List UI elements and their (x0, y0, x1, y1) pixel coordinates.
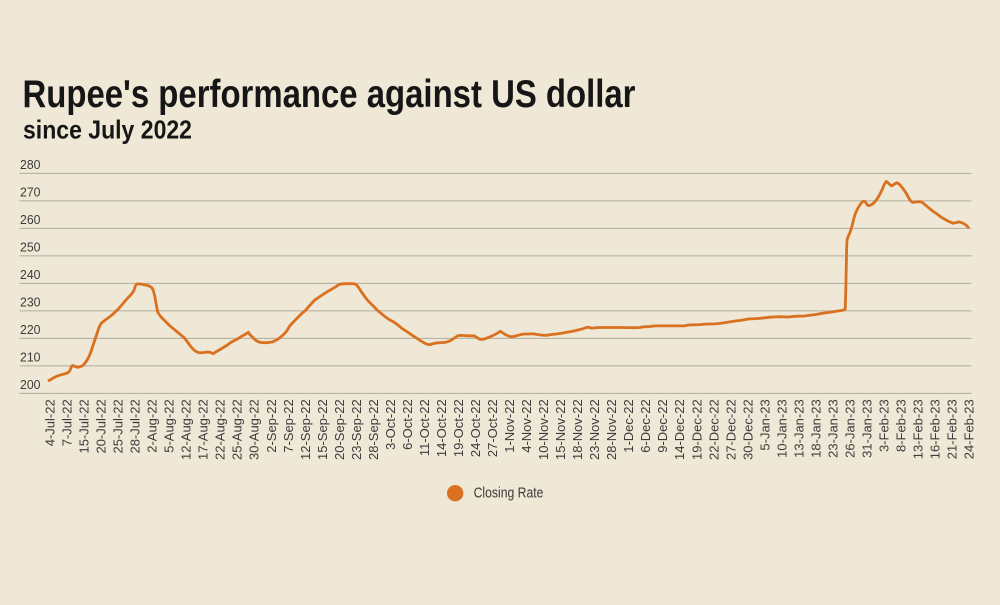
svg-text:1-Nov-22: 1-Nov-22 (502, 399, 517, 452)
svg-text:Closing Rate: Closing Rate (474, 485, 544, 502)
svg-text:5-Aug-22: 5-Aug-22 (162, 399, 177, 452)
svg-text:260: 260 (20, 212, 41, 227)
svg-text:30-Dec-22: 30-Dec-22 (740, 399, 755, 460)
svg-text:18-Nov-22: 18-Nov-22 (570, 399, 585, 460)
svg-text:20-Jul-22: 20-Jul-22 (94, 399, 109, 453)
svg-text:31-Jan-23: 31-Jan-23 (860, 399, 875, 458)
svg-text:11-Oct-22: 11-Oct-22 (417, 399, 432, 456)
svg-text:7-Jul-22: 7-Jul-22 (60, 399, 75, 446)
svg-text:23-Sep-22: 23-Sep-22 (349, 399, 364, 460)
svg-text:12-Aug-22: 12-Aug-22 (179, 399, 194, 460)
svg-text:230: 230 (20, 295, 41, 310)
svg-text:6-Oct-22: 6-Oct-22 (400, 399, 415, 450)
svg-text:27-Oct-22: 27-Oct-22 (485, 399, 500, 457)
svg-text:18-Jan-23: 18-Jan-23 (808, 399, 823, 458)
svg-text:220: 220 (20, 322, 41, 337)
svg-text:30-Aug-22: 30-Aug-22 (247, 399, 262, 460)
svg-text:17-Aug-22: 17-Aug-22 (196, 399, 211, 460)
svg-text:240: 240 (20, 267, 41, 282)
svg-text:28-Sep-22: 28-Sep-22 (366, 399, 381, 460)
svg-text:12-Sep-22: 12-Sep-22 (298, 399, 313, 460)
svg-text:26-Jan-23: 26-Jan-23 (842, 399, 857, 458)
svg-text:25-Aug-22: 25-Aug-22 (230, 399, 245, 460)
svg-text:210: 210 (20, 350, 41, 365)
svg-text:15-Nov-22: 15-Nov-22 (553, 399, 568, 460)
svg-text:15-Jul-22: 15-Jul-22 (77, 399, 92, 453)
svg-text:19-Oct-22: 19-Oct-22 (451, 399, 466, 457)
svg-text:3-Oct-22: 3-Oct-22 (383, 399, 398, 450)
svg-text:28-Jul-22: 28-Jul-22 (128, 399, 143, 453)
svg-text:16-Feb-23: 16-Feb-23 (928, 399, 943, 459)
svg-text:3-Feb-23: 3-Feb-23 (877, 399, 892, 452)
svg-text:14-Oct-22: 14-Oct-22 (434, 399, 449, 457)
svg-text:28-Nov-22: 28-Nov-22 (604, 399, 619, 460)
svg-text:24-Oct-22: 24-Oct-22 (468, 399, 483, 457)
svg-text:23-Jan-23: 23-Jan-23 (825, 399, 840, 458)
svg-text:20-Sep-22: 20-Sep-22 (332, 399, 347, 460)
svg-text:7-Sep-22: 7-Sep-22 (281, 399, 296, 452)
svg-text:280: 280 (20, 157, 41, 172)
svg-text:1-Dec-22: 1-Dec-22 (621, 399, 636, 452)
svg-text:27-Dec-22: 27-Dec-22 (723, 399, 738, 460)
svg-text:6-Dec-22: 6-Dec-22 (638, 399, 653, 452)
svg-text:8-Feb-23: 8-Feb-23 (894, 399, 909, 452)
svg-text:Rupee's performance against US: Rupee's performance against US dollar (23, 73, 636, 116)
svg-text:4-Jul-22: 4-Jul-22 (43, 399, 58, 446)
svg-text:19-Dec-22: 19-Dec-22 (689, 399, 704, 460)
svg-text:5-Jan-23: 5-Jan-23 (757, 399, 772, 450)
svg-text:4-Nov-22: 4-Nov-22 (519, 399, 534, 452)
svg-text:200: 200 (20, 377, 41, 392)
svg-text:21-Feb-23: 21-Feb-23 (945, 399, 960, 459)
svg-text:14-Dec-22: 14-Dec-22 (672, 399, 687, 460)
svg-text:23-Nov-22: 23-Nov-22 (587, 399, 602, 460)
svg-text:10-Nov-22: 10-Nov-22 (536, 399, 551, 460)
svg-text:2-Aug-22: 2-Aug-22 (145, 399, 160, 452)
svg-text:15-Sep-22: 15-Sep-22 (315, 399, 330, 460)
svg-text:22-Aug-22: 22-Aug-22 (213, 399, 228, 460)
svg-text:250: 250 (20, 240, 41, 255)
svg-text:10-Jan-23: 10-Jan-23 (774, 399, 789, 458)
svg-text:13-Jan-23: 13-Jan-23 (791, 399, 806, 458)
svg-text:25-Jul-22: 25-Jul-22 (111, 399, 126, 453)
svg-text:9-Dec-22: 9-Dec-22 (655, 399, 670, 452)
svg-text:270: 270 (20, 185, 41, 200)
svg-text:since July 2022: since July 2022 (23, 115, 192, 145)
svg-text:2-Sep-22: 2-Sep-22 (264, 399, 279, 452)
svg-text:24-Feb-23: 24-Feb-23 (962, 399, 977, 459)
svg-text:22-Dec-22: 22-Dec-22 (706, 399, 721, 460)
svg-text:13-Feb-23: 13-Feb-23 (911, 399, 926, 459)
